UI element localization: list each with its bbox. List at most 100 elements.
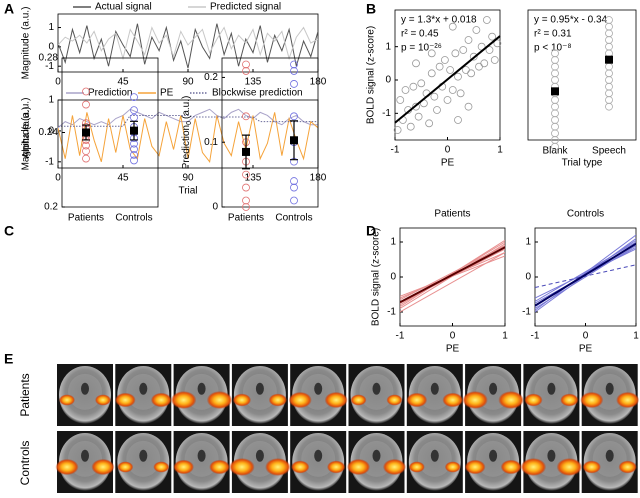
data-point [605, 42, 613, 51]
data-line [58, 108, 318, 129]
x-axis-label: PE [446, 344, 460, 355]
activation [520, 458, 547, 476]
y-tick-label: 1 [390, 237, 396, 248]
x-tick-label: -1 [396, 331, 405, 342]
activation [556, 458, 583, 476]
y-tick-label: 0 [48, 42, 54, 53]
activation [442, 392, 464, 408]
y-tick-label: 0.2 [204, 72, 218, 83]
data-point [425, 119, 434, 128]
axes-box [527, 9, 637, 141]
data-point [435, 62, 444, 71]
y-tick-label: 0 [390, 272, 396, 283]
data-line [400, 245, 505, 301]
y-axis-label: BOLD signal (z-score) [371, 228, 382, 326]
data-point [454, 72, 462, 81]
ventricle [372, 382, 381, 395]
data-line [400, 239, 505, 308]
ventricle [547, 449, 556, 462]
row-label: Controls [18, 441, 32, 486]
data-point [414, 112, 423, 121]
brain-image [346, 431, 407, 493]
data-line [535, 241, 636, 302]
y-tick-label: 1 [48, 95, 54, 106]
data-point [482, 16, 491, 24]
brain-image [55, 431, 115, 493]
activation [327, 460, 346, 474]
panel-label: D [366, 223, 376, 239]
data-line [535, 245, 636, 309]
data-point [551, 96, 559, 104]
y-tick-label: 1 [48, 22, 54, 33]
data-point [242, 203, 250, 211]
y-axis-label: Magnitude (a.u.) [21, 98, 32, 171]
category-label: Patients [68, 213, 104, 224]
data-point [443, 96, 452, 104]
data-point [412, 59, 420, 68]
panel-label: E [4, 351, 13, 367]
category-label: Controls [115, 213, 152, 224]
data-line [400, 246, 505, 304]
y-tick-label: -1 [45, 61, 54, 72]
activation [209, 459, 231, 475]
data-line [535, 248, 636, 299]
brain-image [288, 364, 348, 426]
data-point [490, 56, 499, 64]
data-point [130, 156, 138, 165]
data-point [406, 122, 415, 131]
data-point [605, 82, 613, 91]
data-point [290, 196, 298, 205]
annotation: p = 10⁻²⁶ [401, 43, 442, 54]
category-label: Patients [228, 213, 264, 224]
x-tick-label: 135 [245, 173, 262, 184]
y-tick-label: 1 [385, 41, 391, 52]
data-point [551, 56, 559, 64]
x-tick-label: 45 [117, 77, 129, 88]
data-point [605, 16, 613, 24]
ventricle [197, 449, 206, 462]
x-tick-label: 90 [182, 77, 194, 88]
x-tick-label: 1 [497, 145, 503, 156]
annotation: y = 0.95*x - 0.34 [534, 15, 608, 26]
mean-marker [605, 55, 613, 64]
brain-image [523, 364, 580, 426]
activation [462, 391, 488, 409]
data-point [396, 96, 405, 104]
activation [55, 458, 79, 476]
activation [406, 392, 428, 408]
data-point [551, 69, 559, 78]
brain-image [173, 431, 231, 493]
ventricle [605, 382, 614, 395]
brain-image [520, 431, 583, 493]
activation [498, 391, 524, 409]
data-point [440, 56, 449, 64]
activation [524, 393, 543, 407]
y-axis-label: Alpha (a.u.) [21, 107, 32, 159]
axes-box [61, 57, 159, 208]
data-point [130, 150, 138, 159]
data-point [605, 96, 613, 104]
mean-marker [130, 126, 138, 135]
brain-image [229, 431, 291, 493]
data-point [290, 183, 298, 192]
activation [288, 391, 312, 409]
brain-image [114, 364, 172, 426]
x-tick-label: 1 [502, 331, 508, 342]
data-point [82, 141, 90, 150]
data-point [82, 154, 90, 163]
activation [91, 458, 115, 476]
activation [268, 393, 288, 407]
ventricle [489, 449, 498, 462]
x-tick-label: -1 [391, 145, 400, 156]
activation [173, 459, 195, 475]
category-label: Speech [592, 146, 626, 157]
brain-image [406, 364, 464, 426]
y-tick-label: -1 [45, 156, 54, 167]
data-point [467, 69, 476, 78]
y-tick-label: 1 [525, 237, 531, 248]
legend-label: Blockwise prediction [212, 88, 303, 99]
data-point [412, 102, 420, 111]
data-point [242, 67, 250, 75]
fit-line [394, 35, 501, 124]
